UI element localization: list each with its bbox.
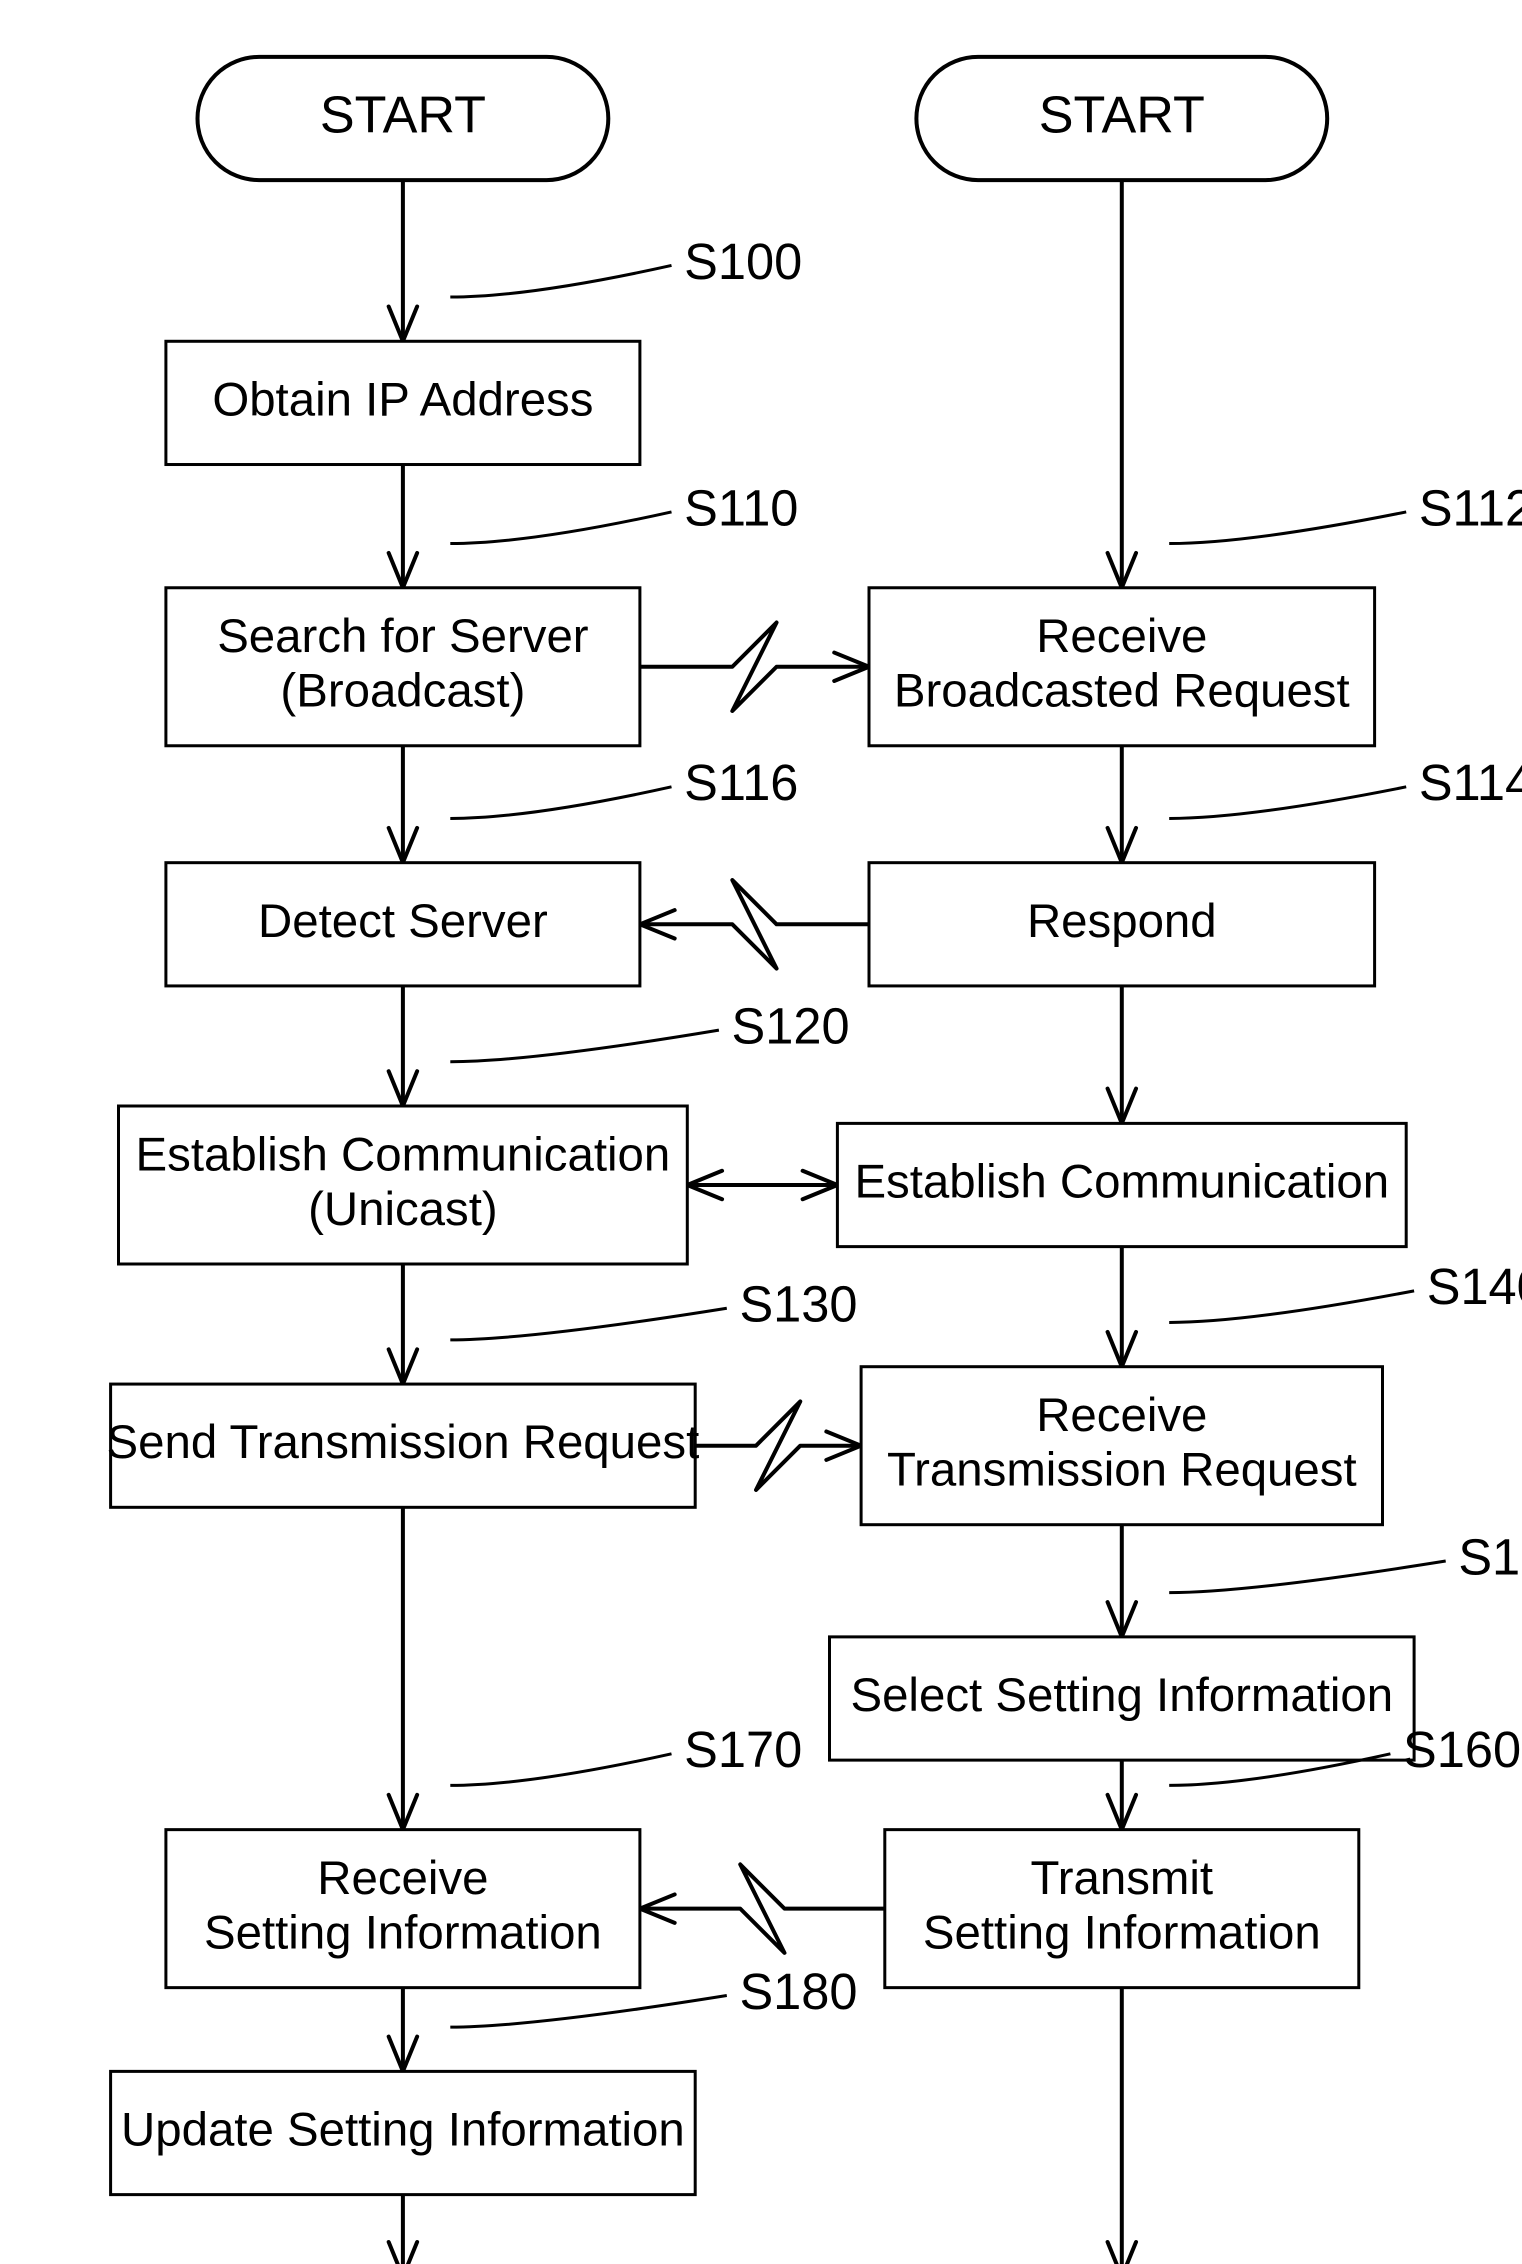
step-label: S170 <box>684 1721 802 1778</box>
node-text: Update Setting Information <box>121 2104 685 2157</box>
node-text: (Broadcast) <box>280 665 525 718</box>
leader-s180 <box>450 1996 727 2028</box>
node-text: Detect Server <box>258 895 548 948</box>
leader-s110 <box>450 512 671 544</box>
node-text: (Unicast) <box>308 1183 498 1236</box>
node-text: Setting Information <box>923 1906 1321 1959</box>
node-text: START <box>320 86 486 144</box>
step-label: S150 <box>1458 1528 1522 1585</box>
node-text: Receive <box>317 1852 488 1905</box>
step-label: S110 <box>684 479 798 536</box>
step-label: S112 <box>1419 479 1522 536</box>
node-text: Receive <box>1036 610 1207 663</box>
leader-s170 <box>450 1754 671 1786</box>
node-text: Broadcasted Request <box>894 665 1350 718</box>
step-label: S140 <box>1427 1258 1522 1315</box>
step-label: S100 <box>684 233 802 290</box>
step-label: S114 <box>1419 754 1522 811</box>
leader-s112 <box>1169 512 1406 544</box>
leader-s116 <box>450 787 671 819</box>
step-label: S130 <box>739 1276 857 1333</box>
leader-s130 <box>450 1308 727 1340</box>
leader-s114 <box>1169 787 1406 819</box>
leader-s100 <box>450 265 671 297</box>
node-text: Establish Communication <box>854 1156 1389 1209</box>
step-label: S116 <box>684 754 798 811</box>
node-text: Obtain IP Address <box>212 373 593 426</box>
node-text: Send Transmission Request <box>107 1416 700 1469</box>
node-text: START <box>1039 86 1205 144</box>
node-text: Select Setting Information <box>850 1669 1393 1722</box>
node-text: Transmit <box>1031 1852 1214 1905</box>
step-label: S120 <box>732 998 850 1055</box>
node-text: Establish Communication <box>136 1128 671 1181</box>
node-text: Setting Information <box>204 1906 602 1959</box>
node-text: Receive <box>1036 1389 1207 1442</box>
step-label: S180 <box>739 1963 857 2020</box>
leader-s150 <box>1169 1561 1446 1593</box>
node-text: Search for Server <box>217 610 588 663</box>
node-text: Transmission Request <box>887 1443 1357 1496</box>
leader-s120 <box>450 1030 719 1062</box>
node-text: Respond <box>1027 895 1217 948</box>
step-label: S160 <box>1403 1721 1521 1778</box>
leader-s140 <box>1169 1291 1414 1323</box>
